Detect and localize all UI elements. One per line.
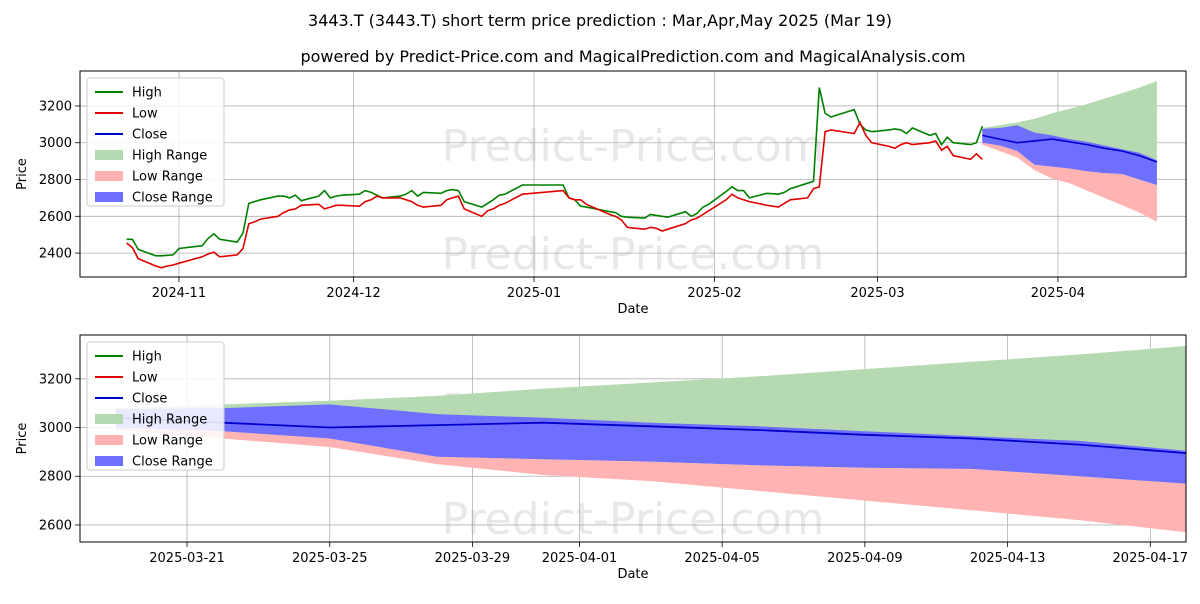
history-legend-swatch-high-range <box>95 150 123 160</box>
forecast-close-range-area <box>115 404 1187 484</box>
forecast-y-tick-label: 3000 <box>39 421 72 436</box>
history-legend-label: Low Range <box>132 170 203 185</box>
forecast-y-tick-label: 3200 <box>39 372 72 387</box>
forecast-panel: Predict-Price.comPredict-Price.com2025-0… <box>15 334 1189 582</box>
forecast-x-tick-label: 2025-04-05 <box>684 551 760 566</box>
history-panel: Predict-Price.com Predict-Price.com 2024-1… <box>15 70 1187 317</box>
forecast-x-tick-label: 2025-04-13 <box>970 551 1046 566</box>
forecast-watermark-bottom: Predict-Price.com <box>442 494 825 545</box>
history-x-axis-label: Date <box>617 302 648 317</box>
forecast-plot-frame <box>79 334 1187 543</box>
history-legend-label: Close Range <box>132 191 213 206</box>
history-watermark-bottom: Predict-Price.com <box>442 229 825 280</box>
forecast-legend-label: High Range <box>132 413 207 428</box>
history-legend-label: Low <box>132 107 158 122</box>
forecast-y-tick-label: 2800 <box>39 470 72 485</box>
forecast-x-axis-label: Date <box>617 567 648 582</box>
history-plot-frame <box>79 70 1187 278</box>
history-x-tick-label: 2025-01 <box>507 286 561 301</box>
forecast-x-tick-label: 2025-04-01 <box>542 551 618 566</box>
history-close-range-area <box>982 125 1157 185</box>
history-x-tick-label: 2024-12 <box>326 286 380 301</box>
history-x-tick-label: 2025-02 <box>687 286 741 301</box>
forecast-legend-label: High <box>132 350 162 365</box>
history-y-axis-label: Price <box>15 158 30 190</box>
history-low-range-area <box>982 142 1157 222</box>
forecast-low-range-area <box>115 427 1187 533</box>
chart-title: 3443.T (3443.T) short term price predict… <box>308 11 892 30</box>
history-y-tick-label: 2800 <box>39 173 72 188</box>
forecast-legend-swatch-close-range <box>95 456 123 466</box>
history-legend-swatch-low-range <box>95 171 123 181</box>
history-x-tick-label: 2024-11 <box>152 286 206 301</box>
forecast-x-tick-label: 2025-03-25 <box>292 551 368 566</box>
history-y-tick-label: 3000 <box>39 136 72 151</box>
forecast-close-line <box>115 416 1187 454</box>
forecast-legend-swatch-low-range <box>95 435 123 445</box>
history-y-tick-label: 2600 <box>39 210 72 225</box>
history-y-tick-label: 2400 <box>39 247 72 262</box>
forecast-legend-swatch-high-range <box>95 414 123 424</box>
history-legend-label: Close <box>132 128 167 143</box>
forecast-y-axis-label: Price <box>15 423 30 455</box>
history-x-tick-label: 2025-03 <box>850 286 904 301</box>
chart-subtitle: powered by Predict-Price.com and Magical… <box>300 47 965 66</box>
forecast-y-tick-label: 2600 <box>39 518 72 533</box>
history-high-line <box>126 87 984 257</box>
forecast-x-tick-label: 2025-03-29 <box>435 551 511 566</box>
forecast-x-tick-label: 2025-03-21 <box>149 551 225 566</box>
forecast-legend-label: Close <box>132 392 167 407</box>
history-close-forecast-line <box>982 134 1158 163</box>
forecast-x-tick-label: 2025-04-09 <box>827 551 903 566</box>
forecast-x-tick-label: 2025-04-17 <box>1113 551 1189 566</box>
forecast-legend-label: Low <box>132 371 158 386</box>
history-legend-label: High <box>132 86 162 101</box>
forecast-legend-label: Close Range <box>132 455 213 470</box>
history-x-tick-label: 2025-04 <box>1031 286 1085 301</box>
history-watermark-top: Predict-Price.com <box>442 121 825 172</box>
history-y-tick-label: 3200 <box>39 99 72 114</box>
forecast-legend-label: Low Range <box>132 434 203 449</box>
history-legend-swatch-close-range <box>95 192 123 202</box>
history-legend-label: High Range <box>132 149 207 164</box>
history-low-line <box>126 120 983 269</box>
